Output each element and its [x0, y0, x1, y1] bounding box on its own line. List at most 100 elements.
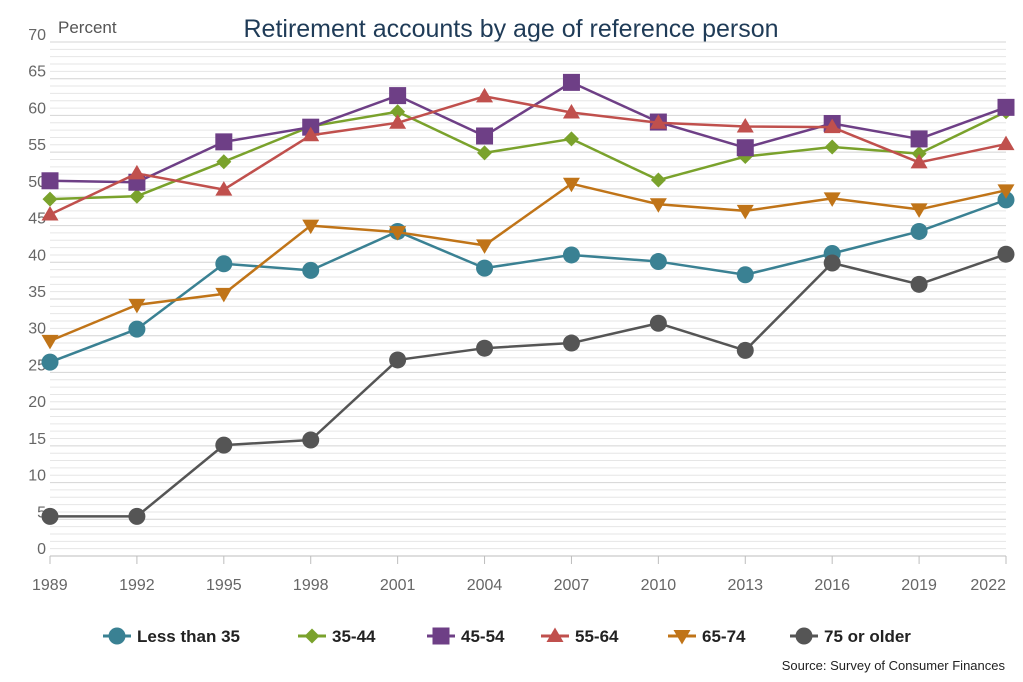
data-point	[911, 146, 927, 162]
legend-item: 45-54	[427, 627, 505, 646]
data-point	[910, 275, 928, 293]
y-tick-label: 55	[28, 137, 46, 154]
data-point	[910, 153, 928, 169]
legend-item: 35-44	[298, 627, 376, 646]
y-tick-label: 15	[28, 431, 46, 448]
data-point	[823, 118, 841, 134]
series-line	[49, 182, 1007, 343]
legend-label: 55-64	[575, 627, 619, 646]
data-point	[215, 436, 233, 454]
legend: Less than 35 35-44 45-54 55-64 65-74 75 or ol…	[103, 627, 911, 646]
y-tick-label: 10	[28, 468, 46, 485]
data-point	[476, 87, 494, 103]
data-point	[302, 219, 320, 235]
data-point	[389, 226, 407, 241]
x-tick-label: 1989	[32, 577, 68, 594]
series-line	[50, 253, 1007, 518]
series-line	[49, 198, 1007, 364]
legend-label: 65-74	[702, 627, 746, 646]
x-tick-label: 1992	[119, 577, 155, 594]
y-tick-label: 35	[28, 284, 46, 301]
data-point	[476, 127, 494, 145]
series-45-54	[41, 73, 1015, 191]
x-tick-label: 1995	[206, 577, 242, 594]
y-tick-label: 70	[28, 27, 46, 44]
data-point	[215, 287, 233, 303]
data-point	[562, 334, 580, 352]
series-line	[49, 95, 1007, 216]
legend-marker	[546, 627, 564, 642]
data-point	[42, 191, 58, 207]
legend-label: Less than 35	[137, 627, 240, 646]
data-point	[215, 133, 233, 151]
data-point	[997, 98, 1015, 116]
data-point	[41, 507, 59, 525]
data-point	[736, 117, 754, 133]
data-point	[824, 139, 840, 155]
data-point	[302, 261, 320, 279]
legend-label: 45-54	[461, 627, 505, 646]
data-point	[563, 131, 579, 147]
data-point	[215, 255, 233, 273]
series-line	[49, 110, 1007, 201]
series-35-44	[42, 104, 1014, 207]
data-point	[128, 298, 146, 314]
data-point	[823, 254, 841, 272]
x-tick-label: 2001	[380, 577, 416, 594]
x-tick-label: 2007	[554, 577, 590, 594]
data-point	[389, 351, 407, 369]
data-point	[389, 114, 407, 129]
data-point	[129, 188, 145, 204]
data-point	[910, 203, 928, 218]
y-axis-unit-label: Percent	[58, 18, 117, 37]
data-point	[736, 266, 754, 284]
y-tick-label: 0	[37, 541, 46, 558]
data-point	[41, 353, 59, 371]
series-75-or-older	[41, 245, 1015, 525]
legend-marker	[673, 630, 691, 645]
series-55-64	[41, 87, 1015, 221]
y-tick-label: 65	[28, 64, 46, 81]
y-tick-label: 5	[37, 504, 46, 521]
data-point	[41, 206, 59, 221]
data-point	[128, 320, 146, 338]
legend-marker	[795, 627, 813, 645]
data-point	[562, 103, 580, 119]
data-point	[736, 139, 754, 157]
data-point	[41, 172, 59, 190]
data-point	[910, 222, 928, 240]
data-point	[649, 198, 667, 213]
data-point	[41, 334, 59, 350]
axes	[49, 555, 1007, 564]
legend-marker	[304, 628, 320, 644]
data-point	[302, 126, 320, 142]
y-tick-label: 20	[28, 394, 46, 411]
legend-item: 65-74	[668, 627, 746, 646]
legend-label: 75 or older	[824, 627, 911, 646]
data-point	[476, 239, 494, 254]
legend-item: 75 or older	[790, 627, 911, 646]
data-point	[215, 181, 233, 196]
data-point	[649, 253, 667, 271]
legend-marker	[108, 627, 126, 645]
legend-marker	[432, 627, 450, 645]
y-tick-label: 60	[28, 100, 46, 117]
x-tick-label: 2022	[970, 577, 1006, 594]
x-tick-label: 1998	[293, 577, 329, 594]
legend-label: 35-44	[332, 627, 376, 646]
source-note: Source: Survey of Consumer Finances	[782, 658, 1006, 673]
y-tick-label: 45	[28, 211, 46, 228]
gridlines	[50, 41, 1006, 550]
data-point	[389, 87, 407, 105]
data-point	[390, 104, 406, 120]
x-tick-label: 2019	[901, 577, 937, 594]
data-point	[477, 145, 493, 161]
data-point	[562, 73, 580, 91]
x-tick-label: 2010	[641, 577, 677, 594]
x-tick-label: 2013	[727, 577, 763, 594]
data-point	[997, 135, 1015, 151]
series-65-74	[41, 177, 1015, 350]
data-point	[649, 314, 667, 332]
